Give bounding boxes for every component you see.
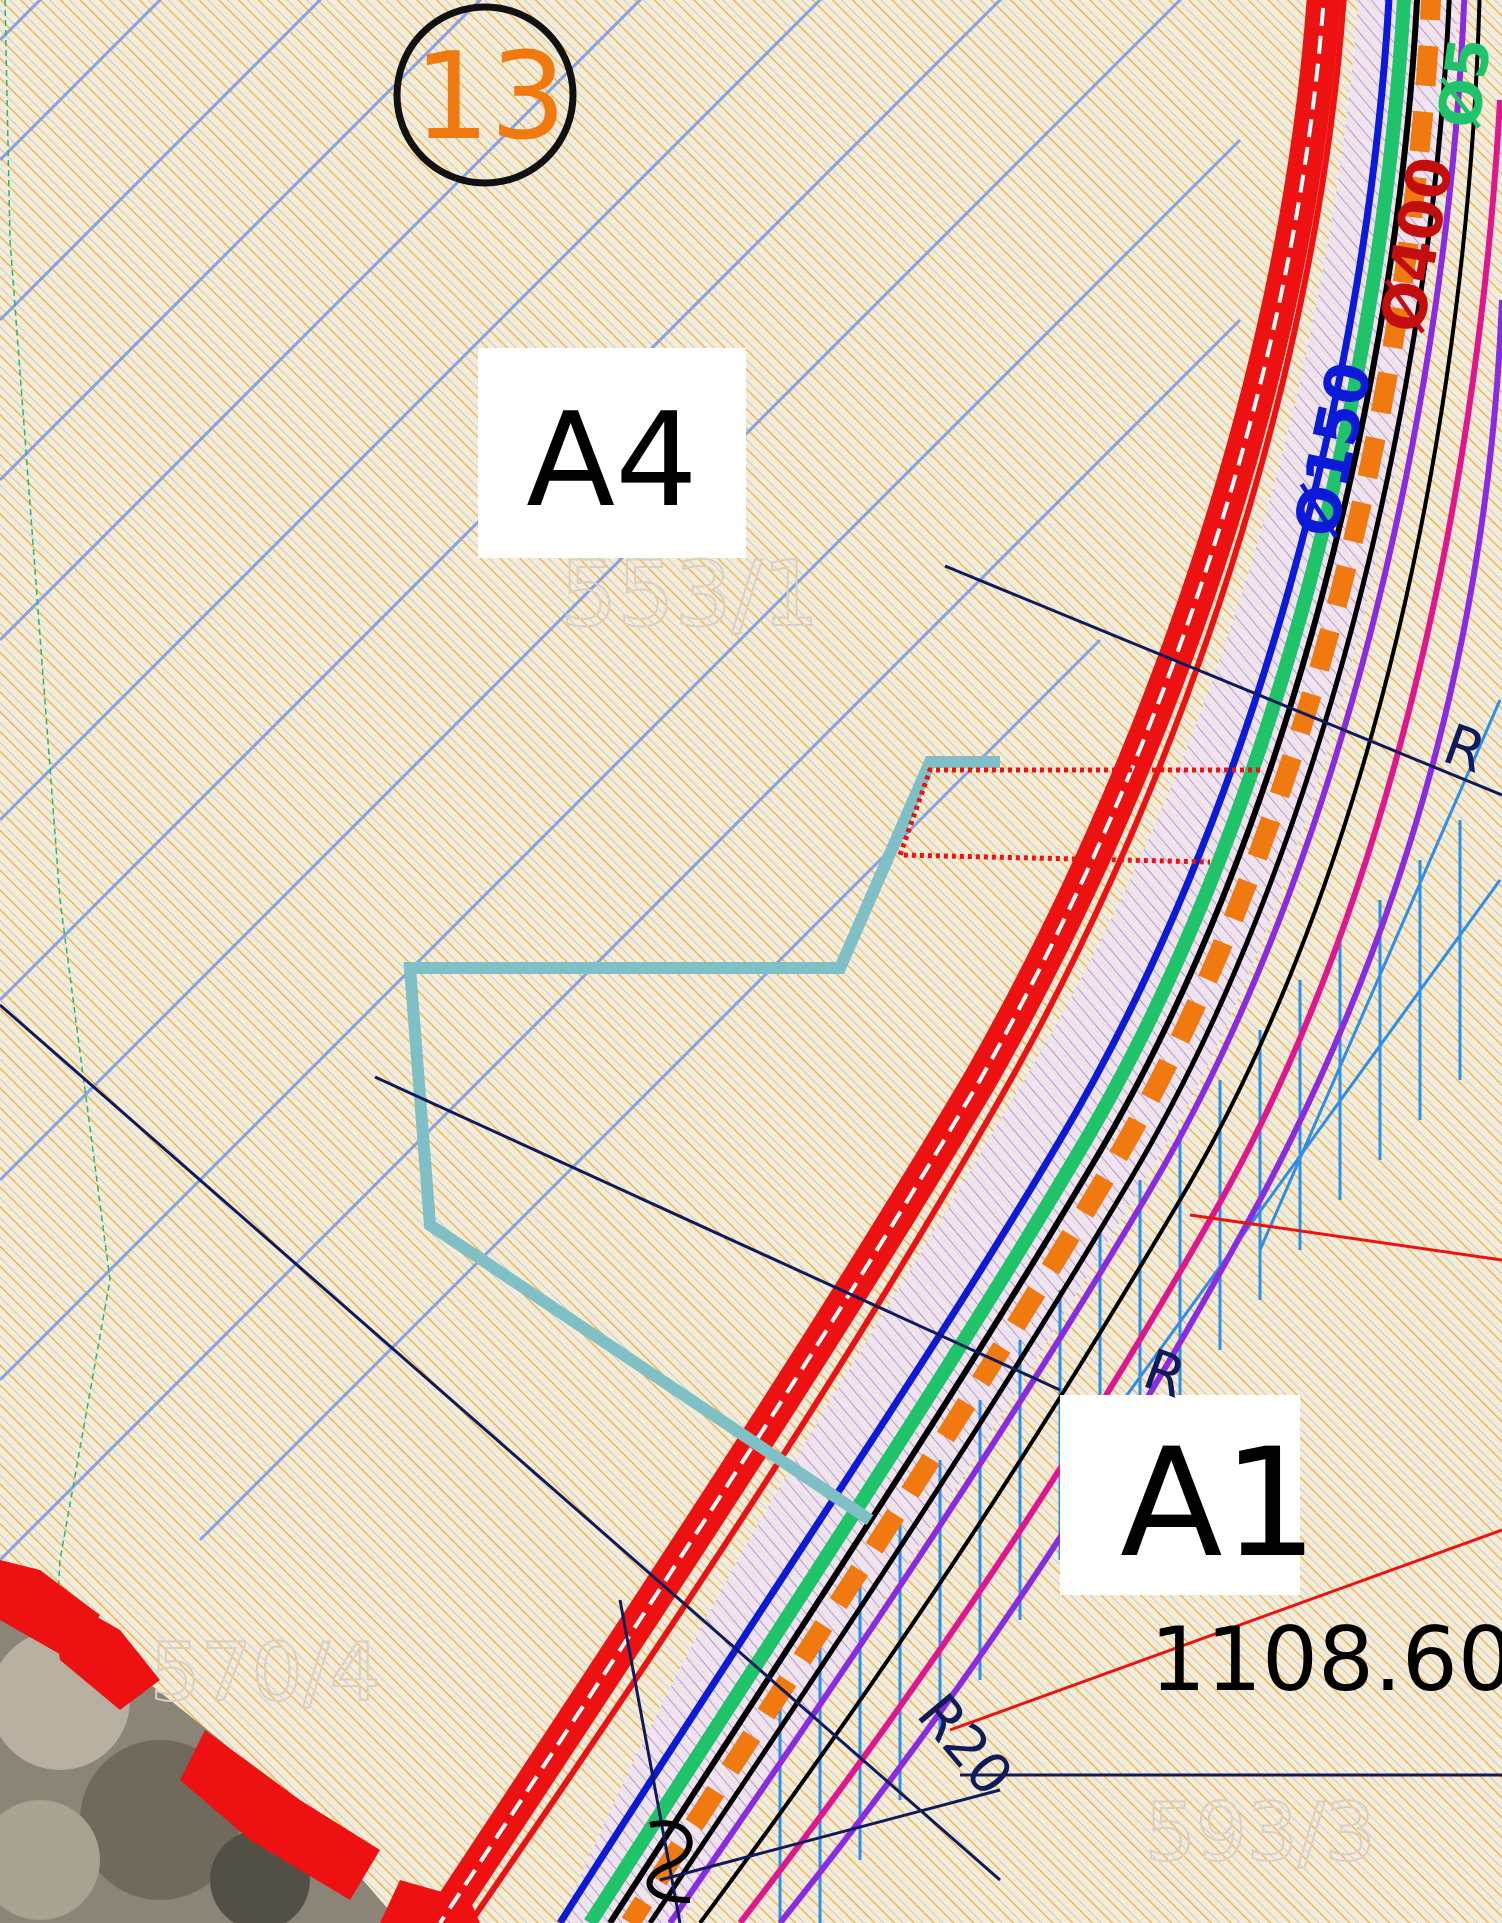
- teal-parcel-boundary: [403, 756, 1000, 1525]
- parcel-number-southeast: 593/3: [1145, 1786, 1376, 1879]
- parcel-number-southwest: 570/4: [150, 1626, 381, 1719]
- survey-point-symbol: [646, 1820, 693, 1903]
- sheet-number-marker: 13: [393, 3, 577, 187]
- pipe-label-green: Ø5: [1425, 34, 1502, 132]
- parcel-number-north: 553/1: [560, 542, 819, 647]
- sheet-number: 13: [414, 28, 567, 167]
- zone-label-a4: A4: [478, 348, 746, 558]
- red-road-blocks: [0, 1560, 480, 1923]
- elevation-value: 1108.60: [1150, 1608, 1502, 1711]
- zone-label-a4-text: A4: [526, 384, 698, 536]
- utility-corridor: [425, 0, 1502, 1923]
- zone-label-a1: A1: [1060, 1395, 1318, 1595]
- leader-lines: [0, 564, 1502, 1923]
- zone-label-a1-text: A1: [1120, 1417, 1318, 1591]
